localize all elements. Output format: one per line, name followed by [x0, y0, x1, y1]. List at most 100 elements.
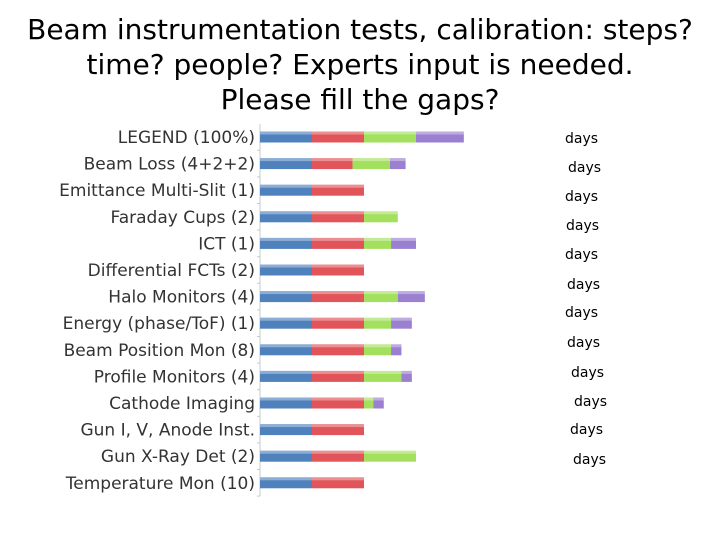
- bar-segment-highlight: [364, 131, 416, 135]
- bar-segment-highlight: [312, 158, 353, 162]
- bar-segment-highlight: [260, 131, 312, 135]
- bar-segment-highlight: [397, 291, 425, 295]
- bar-segment-highlight: [260, 397, 312, 401]
- bar-segment-highlight: [312, 370, 364, 374]
- title-line-2: time? people? Experts input is needed.: [86, 48, 634, 81]
- bar-segment-4: [373, 397, 384, 409]
- days-annotation: days: [573, 452, 607, 468]
- bar-segment-3: [364, 450, 416, 462]
- bar-segment-2: [312, 370, 364, 382]
- bar-segment-3: [352, 158, 390, 170]
- bar-segment-highlight: [260, 158, 312, 162]
- category-label: LEGEND (100%): [118, 128, 255, 148]
- bar-segment-1: [260, 424, 312, 436]
- category-label: ICT (1): [198, 234, 255, 254]
- bar-segment-highlight: [391, 317, 412, 321]
- days-annotation: days: [565, 189, 599, 205]
- bar-segment-highlight: [364, 344, 392, 348]
- bar-segment-2: [312, 450, 364, 462]
- bar-segment-4: [416, 131, 464, 143]
- bar-segment-3: [364, 317, 392, 329]
- bar-segment-2: [312, 477, 364, 489]
- bar-segment-3: [364, 344, 392, 356]
- bar-segment-1: [260, 317, 312, 329]
- bar-segment-highlight: [260, 317, 312, 321]
- bar-segment-1: [260, 397, 312, 409]
- bar-segment-highlight: [312, 291, 364, 295]
- bar-segment-1: [260, 211, 312, 223]
- bar-segment-highlight: [390, 158, 406, 162]
- bar-segment-highlight: [260, 477, 312, 481]
- bar-segment-2: [312, 264, 364, 276]
- bar-segment-highlight: [416, 131, 464, 135]
- bar-segment-2: [312, 317, 364, 329]
- bar-segment-4: [390, 158, 406, 170]
- bar-segment-highlight: [260, 450, 312, 454]
- category-label: Gun X-Ray Det (2): [101, 447, 255, 467]
- title-line-1: Beam instrumentation tests, calibration:…: [27, 13, 693, 46]
- bar-segment-highlight: [312, 450, 364, 454]
- category-label: Faraday Cups (2): [111, 208, 256, 228]
- bar-segment-highlight: [364, 370, 402, 374]
- bar-segment-2: [312, 424, 364, 436]
- bar-segment-1: [260, 158, 312, 170]
- bar-segment-4: [391, 237, 416, 249]
- bar-segment-highlight: [260, 424, 312, 428]
- bar-segment-highlight: [364, 317, 392, 321]
- category-label: Gun I, V, Anode Inst.: [80, 421, 255, 441]
- category-label: Beam Position Mon (8): [64, 341, 255, 361]
- bar-segment-highlight: [312, 184, 364, 188]
- bar-segment-1: [260, 370, 312, 382]
- bar-segment-highlight: [312, 264, 364, 268]
- days-annotation: days: [567, 277, 601, 293]
- bar-segment-1: [260, 450, 312, 462]
- bar-segment-1: [260, 477, 312, 489]
- bar-segment-1: [260, 237, 312, 249]
- bar-segment-highlight: [391, 344, 402, 348]
- bar-segment-2: [312, 131, 364, 143]
- bar-segment-highlight: [260, 184, 312, 188]
- bar-segment-highlight: [373, 397, 384, 401]
- bar-segment-2: [312, 344, 364, 356]
- days-annotation: days: [571, 365, 605, 381]
- slide-title: Beam instrumentation tests, calibration:…: [20, 12, 700, 117]
- bar-segment-4: [391, 317, 412, 329]
- bar-segment-3: [364, 211, 398, 223]
- bar-segment-highlight: [391, 237, 416, 241]
- bar-segment-highlight: [364, 211, 398, 215]
- days-annotation: days: [565, 305, 599, 321]
- category-label: Halo Monitors (4): [108, 288, 255, 308]
- bar-segment-highlight: [312, 344, 364, 348]
- bar-segment-2: [312, 397, 364, 409]
- bar-segment-highlight: [352, 158, 390, 162]
- bar-segment-highlight: [260, 370, 312, 374]
- bar-segment-highlight: [260, 264, 312, 268]
- bar-segment-highlight: [312, 397, 364, 401]
- bar-segment-1: [260, 344, 312, 356]
- bar-segment-4: [401, 370, 412, 382]
- days-annotation: days: [565, 131, 599, 147]
- days-annotation: days: [570, 422, 604, 438]
- title-line-3: Please fill the gaps?: [220, 83, 500, 116]
- bar-segment-4: [391, 344, 402, 356]
- bar-segment-3: [364, 237, 392, 249]
- bar-segment-highlight: [312, 477, 364, 481]
- bar-segment-highlight: [401, 370, 412, 374]
- bar-segment-3: [364, 291, 398, 303]
- days-annotation: days: [565, 247, 599, 263]
- bar-segment-3: [364, 397, 374, 409]
- bar-segment-2: [312, 237, 364, 249]
- bar-segment-1: [260, 184, 312, 196]
- bar-segment-highlight: [312, 237, 364, 241]
- bar-segment-highlight: [312, 317, 364, 321]
- bar-segment-1: [260, 131, 312, 143]
- bar-segment-3: [364, 370, 402, 382]
- bar-segment-highlight: [312, 424, 364, 428]
- days-annotation: days: [574, 394, 608, 410]
- bar-segment-3: [364, 131, 416, 143]
- bar-segment-highlight: [260, 237, 312, 241]
- bar-segment-4: [397, 291, 425, 303]
- category-label: Emittance Multi-Slit (1): [59, 181, 255, 201]
- bar-segment-1: [260, 264, 312, 276]
